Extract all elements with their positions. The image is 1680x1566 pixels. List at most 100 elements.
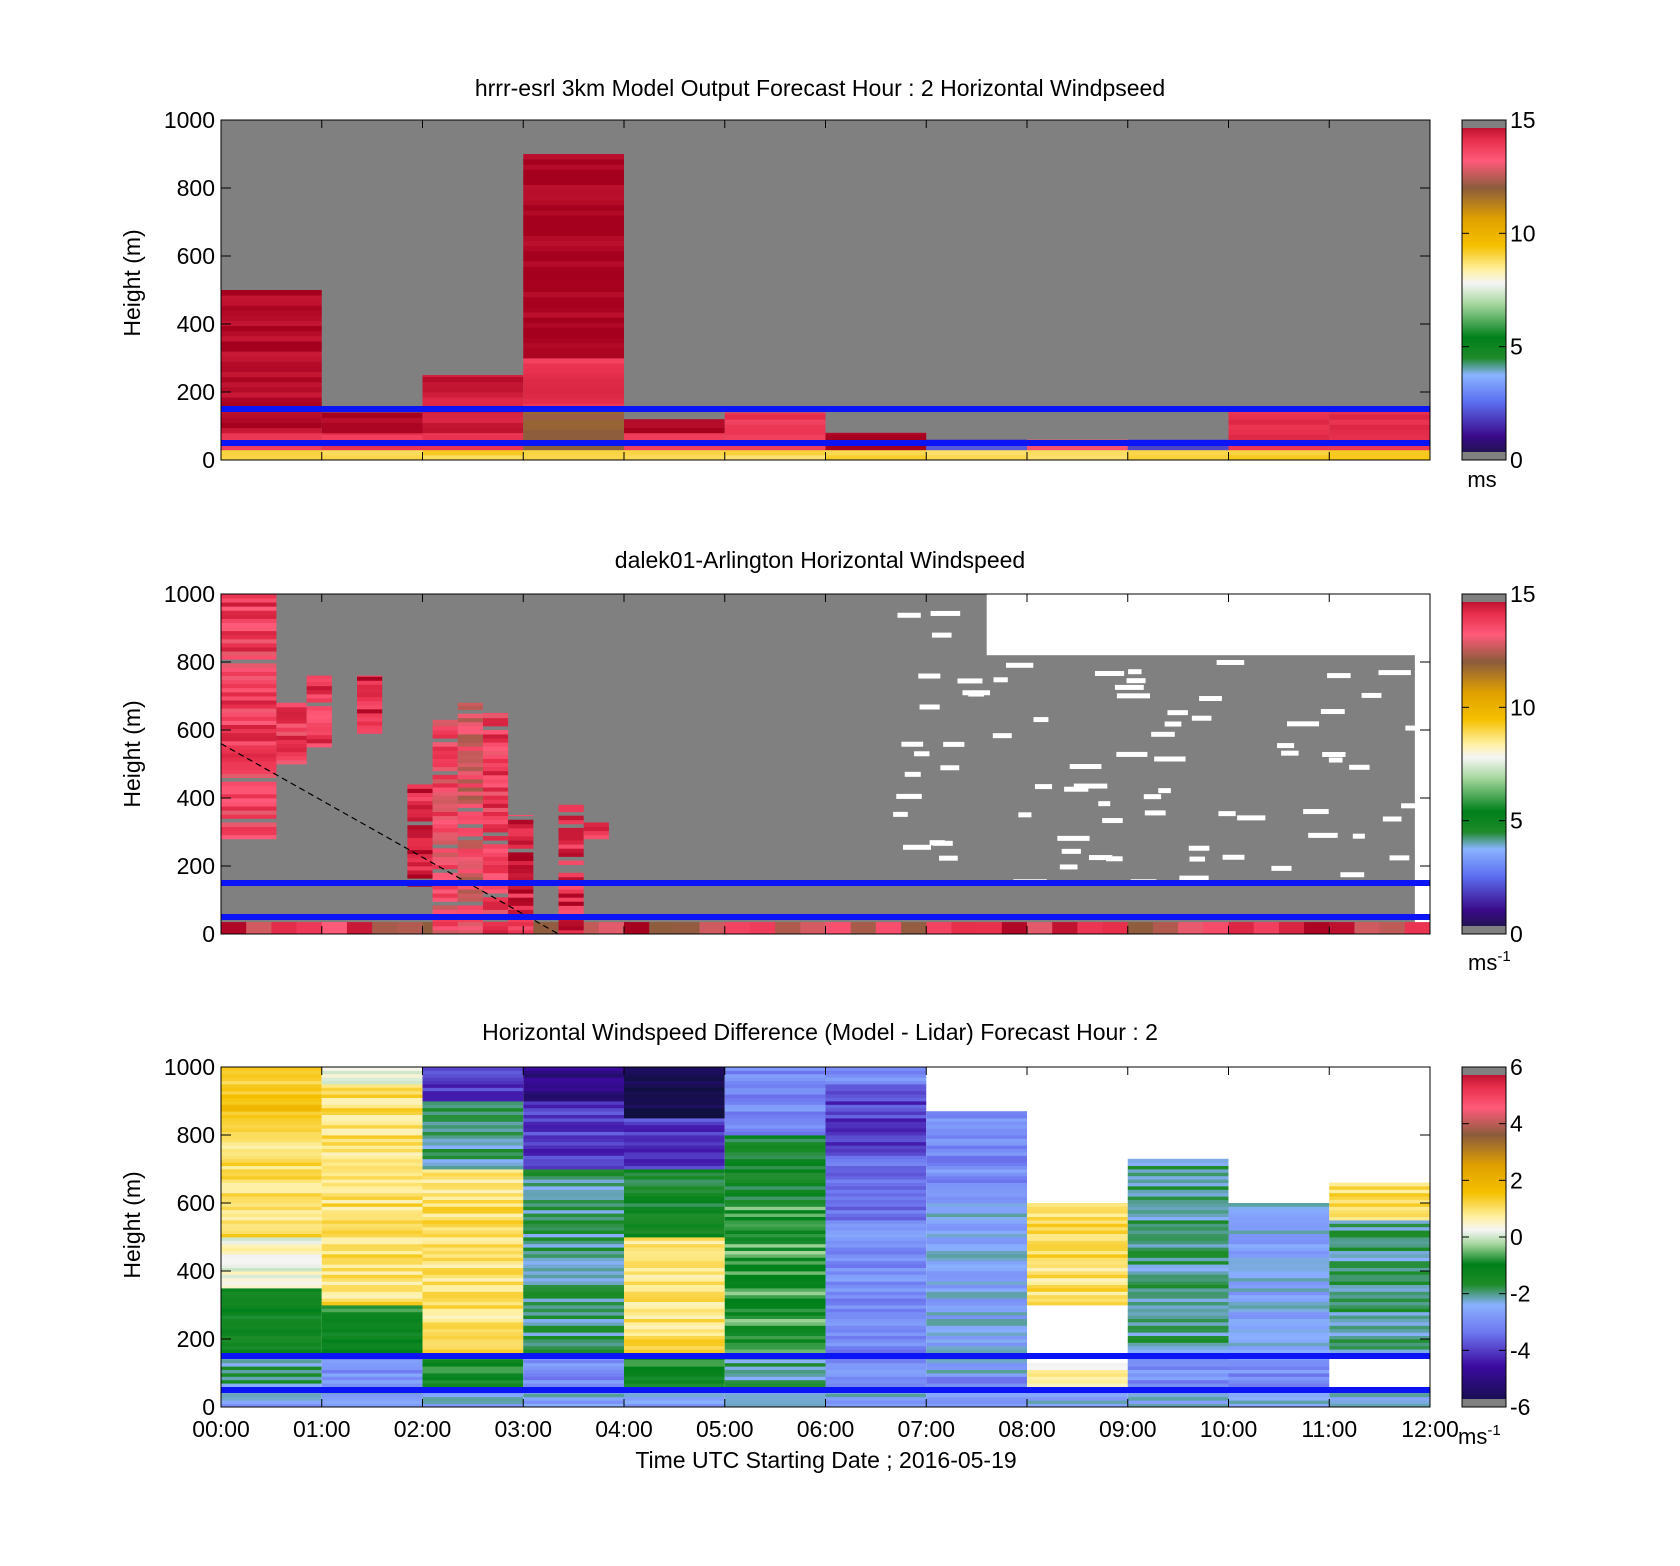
heatmap-cell [422,1291,524,1296]
heatmap-cell [523,266,624,272]
heatmap-cell [482,717,509,723]
heatmap-cell [724,1141,826,1146]
heatmap-cell [221,732,277,738]
heatmap-cell [825,1186,927,1190]
heatmap-cell [558,844,584,849]
heatmap-cell [1329,1182,1430,1187]
heatmap-cell [624,1223,725,1228]
heatmap-cell [825,1288,927,1292]
heatmap-cell [624,1094,725,1098]
missing-cell [1057,835,1090,841]
heatmap-cell [221,1162,322,1166]
heatmap-cell [357,700,383,706]
surface-cell [296,922,323,934]
heatmap-cell [724,1216,826,1221]
heatmap-cell [1228,1223,1330,1228]
heatmap-cell [407,800,433,806]
heatmap-cell [221,716,277,721]
heatmap-cell [321,1250,423,1255]
heatmap-cell [1329,1254,1430,1258]
heatmap-cell [1127,1305,1229,1309]
heatmap-cell [1027,444,1128,451]
heatmap-cell [221,422,322,429]
heatmap-cell [508,840,534,845]
heatmap-cell [523,322,624,328]
heatmap-cell [221,1362,322,1367]
heatmap-cell [457,754,483,759]
heatmap-cell [457,762,483,768]
heatmap-cell [926,1186,1027,1190]
heatmap-cell [523,1186,624,1190]
heatmap-cell [321,1148,423,1153]
heatmap-cell [1127,1267,1229,1272]
heatmap-cell [457,872,483,878]
heatmap-cell [276,739,307,744]
colorbar-tick-label: 5 [1510,334,1523,360]
heatmap-cell [1228,1233,1330,1238]
heatmap-cell [422,1220,524,1224]
heatmap-cell [221,402,322,408]
heatmap-cell [624,1294,725,1299]
heatmap-cell [1027,1250,1128,1255]
heatmap-cell [724,1128,826,1132]
heatmap-cell [825,1376,927,1381]
heatmap-cell [482,803,509,808]
heatmap-cell [624,422,725,429]
heatmap-cell [624,1322,725,1326]
heatmap-cell [523,240,624,247]
heatmap-cell [624,1403,725,1408]
heatmap-cell [926,1165,1027,1170]
heatmap-cell [457,905,483,910]
heatmap-cell [523,169,624,175]
heatmap-cell [1329,1277,1430,1282]
heatmap-cell [457,811,483,817]
surface-cell [246,922,272,934]
heatmap-cell [724,1203,826,1207]
heatmap-cell [724,1094,826,1098]
heatmap-cell [724,1237,826,1241]
missing-cell [1322,752,1346,758]
heatmap-cell [482,872,509,878]
heatmap-cell [221,700,277,705]
heatmap-cell [221,761,277,766]
heatmap-cell [624,1135,725,1139]
heatmap-cell [1228,1250,1330,1255]
heatmap-cell [624,1172,725,1177]
heatmap-cell [432,885,458,890]
heatmap-cell [825,1172,927,1177]
heatmap-cell [1329,1220,1430,1224]
heatmap-cell [221,1322,322,1326]
colorbar-cap [1462,452,1506,460]
heatmap-cell [221,822,277,827]
heatmap-cell [1127,1379,1229,1384]
heatmap-cell [407,874,433,879]
heatmap-cell [926,1233,1027,1238]
heatmap-cell [432,905,458,910]
heatmap-cell [523,1281,624,1285]
heatmap-cell [558,807,584,812]
heatmap-cell [1027,1369,1128,1374]
heatmap-cell [825,1277,927,1282]
surface-cell [1304,922,1330,934]
heatmap-cell [926,1383,1027,1387]
heatmap-cell [1228,1335,1330,1340]
x-tick-label: 05:00 [696,1416,754,1442]
heatmap-cell [321,1094,423,1098]
heatmap-cell [221,798,277,803]
heatmap-cell [523,1342,624,1347]
heatmap-cell [1127,1359,1229,1364]
heatmap-cell [357,704,383,710]
heatmap-cell [1228,1294,1330,1299]
heatmap-cell [1027,1209,1128,1214]
heatmap-cell [221,655,277,660]
heatmap-cell [221,1128,322,1132]
heatmap-cell [321,1073,423,1078]
heatmap-cell [432,746,458,751]
y-tick-label: 1000 [164,581,215,607]
heatmap-cell [1127,1376,1229,1381]
heatmap-cell [432,750,458,755]
heatmap-cell [624,1400,725,1404]
heatmap-cell [825,1101,927,1105]
heatmap-cell [926,1332,1027,1336]
